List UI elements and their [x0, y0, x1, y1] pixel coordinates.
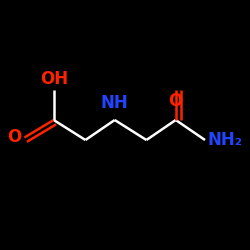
- Text: NH: NH: [101, 94, 128, 112]
- Text: O: O: [7, 128, 22, 146]
- Text: NH₂: NH₂: [208, 131, 242, 149]
- Text: O: O: [168, 92, 183, 110]
- Text: OH: OH: [40, 70, 68, 87]
